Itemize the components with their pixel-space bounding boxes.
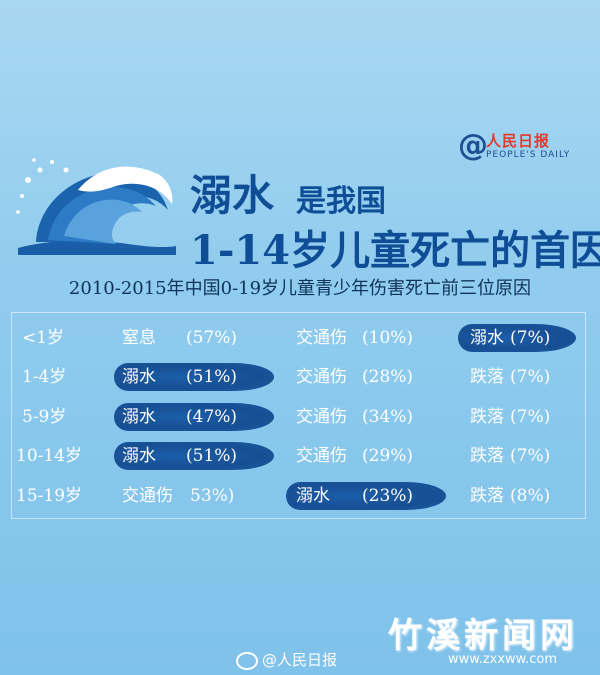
table-row: 10-14岁 溺水 (51%) 交通伤 (29%) 跌落 (7%) (0, 438, 600, 472)
at-icon: @ (458, 128, 488, 163)
percent-cell: (29%) (362, 446, 414, 466)
cause-cell-highlight: 溺水 (122, 407, 156, 427)
cause-cell: 跌落 (470, 407, 504, 427)
highlight-pill (114, 363, 274, 391)
highlight-pill (286, 482, 446, 510)
weibo-icon (236, 651, 258, 670)
title-line2: 1-14岁儿童死亡的首因 (190, 227, 600, 274)
cause-cell: 跌落 (470, 367, 504, 387)
logo-name-en: PEOPLE'S DAILY (486, 150, 571, 160)
percent-cell: (7%) (510, 367, 551, 387)
wave-illustration (16, 158, 176, 255)
percent-cell: (34%) (362, 407, 414, 427)
title-highlight: 溺水 (190, 171, 275, 220)
cause-cell-highlight: 溺水 (470, 328, 504, 348)
cause-cell: 交通伤 (296, 367, 347, 387)
watermark-name: 竹溪新闻网 (388, 616, 578, 656)
cause-cell-highlight: 溺水 (296, 486, 330, 506)
age-cell: 15-19岁 (16, 486, 83, 506)
percent-cell: (23%) (362, 486, 414, 506)
percent-cell: (8%) (510, 486, 551, 506)
age-cell: <1岁 (22, 328, 65, 348)
weibo-credit: @人民日报 (236, 649, 337, 670)
data-table-frame (11, 312, 586, 519)
age-cell: 1-4岁 (22, 367, 67, 387)
age-cell: 5-9岁 (22, 407, 67, 427)
age-cell: 10-14岁 (16, 446, 83, 466)
cause-cell: 跌落 (470, 446, 504, 466)
percent-cell: (51%) (186, 367, 238, 387)
logo-name-cn: 人民日报 (486, 132, 551, 150)
weibo-account: @人民日报 (262, 651, 338, 669)
watermark-url: www.zxxww.com (448, 652, 558, 667)
percent-cell: (28%) (362, 367, 414, 387)
cause-cell: 交通伤 (296, 446, 347, 466)
cause-cell: 窒息 (122, 328, 156, 348)
cause-cell-highlight: 溺水 (122, 367, 156, 387)
cause-cell: 跌落 (470, 486, 504, 506)
peoples-daily-logo: @ 人民日报 PEOPLE'S DAILY (458, 126, 578, 166)
percent-cell: (10%) (362, 328, 414, 348)
cause-cell-highlight: 溺水 (122, 446, 156, 466)
table-row: 1-4岁 溺水 (51%) 交通伤 (28%) 跌落 (7%) (0, 359, 600, 393)
table-row: 15-19岁 交通伤 53%) 溺水 (23%) 跌落 (8%) (0, 478, 600, 512)
highlight-pill (114, 442, 274, 470)
table-subtitle: 2010-2015年中国0-19岁儿童青少年伤害死亡前三位原因 (68, 278, 532, 299)
table-row: <1岁 窒息 (57%) 交通伤 (10%) 溺水 (7%) (0, 320, 600, 354)
cause-cell: 交通伤 (296, 407, 347, 427)
percent-cell: 53%) (190, 486, 235, 506)
percent-cell: (47%) (186, 407, 238, 427)
table-row: 5-9岁 溺水 (47%) 交通伤 (34%) 跌落 (7%) (0, 399, 600, 433)
percent-cell: (7%) (510, 446, 551, 466)
percent-cell: (51%) (186, 446, 238, 466)
percent-cell: (7%) (510, 407, 551, 427)
highlight-pill (458, 324, 576, 352)
cause-cell: 交通伤 (122, 486, 173, 506)
cause-cell: 交通伤 (296, 328, 347, 348)
percent-cell: (57%) (186, 328, 238, 348)
title-line1-rest: 是我国 (296, 184, 386, 219)
percent-cell: (7%) (510, 328, 551, 348)
highlight-pill (114, 403, 274, 431)
